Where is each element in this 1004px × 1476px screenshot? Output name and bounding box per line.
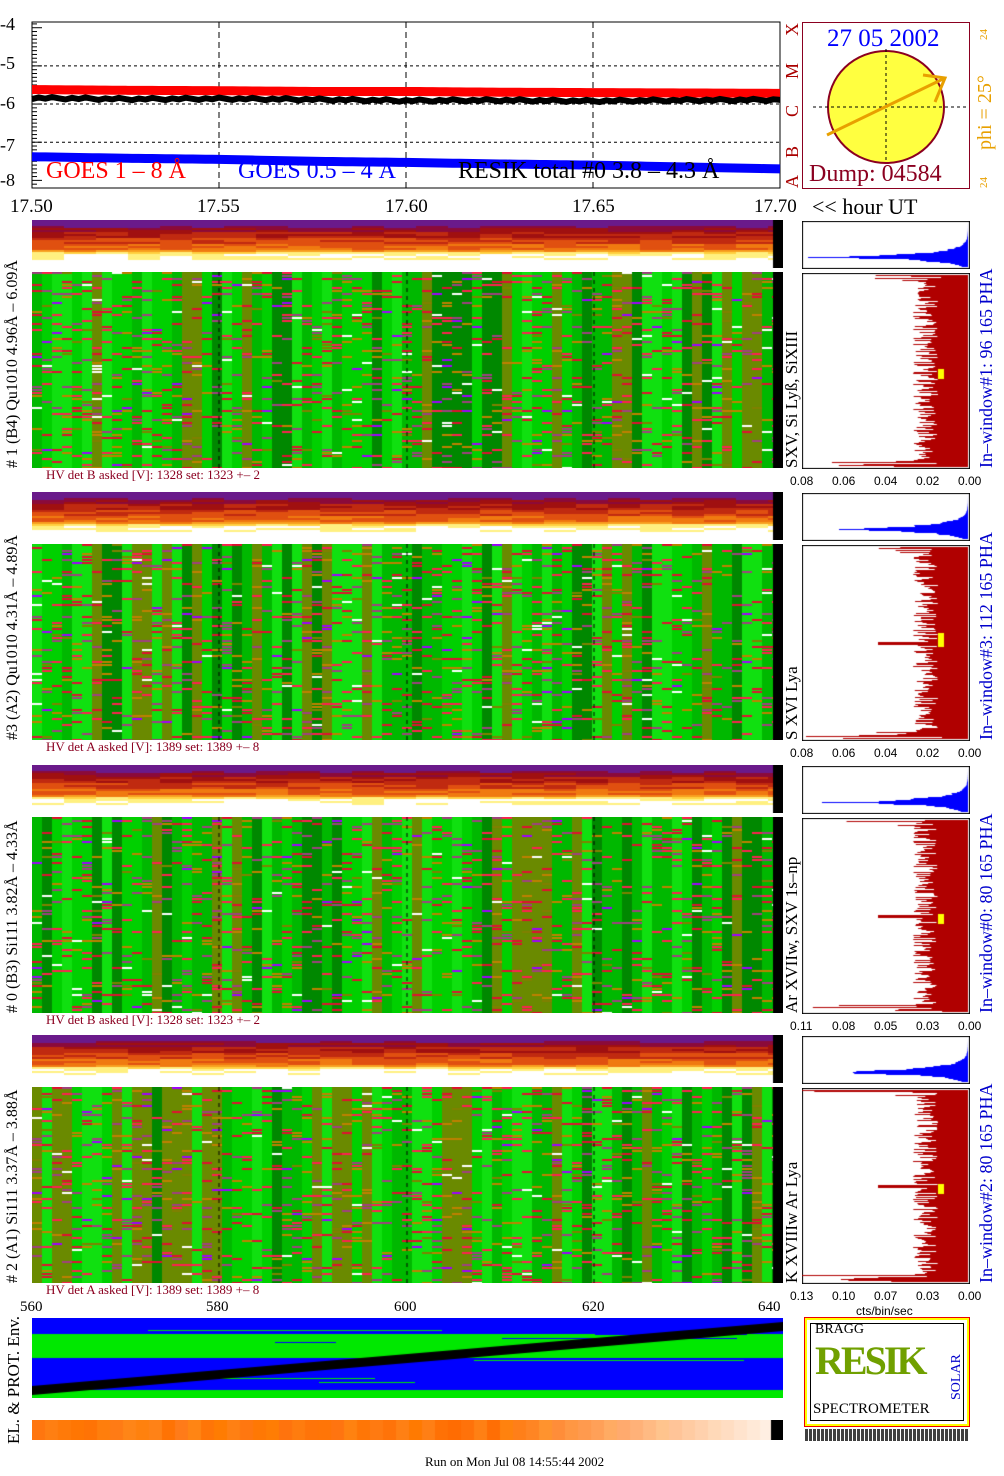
series-line-1 [31,85,781,98]
x-tick: 17.65 [572,196,615,217]
detector-label: # 2 (A1) Si111 3.37Å – 3.88Å [4,1089,21,1283]
hv-status: HV det A asked [V]: 1389 set: 1389 +– 8 [46,739,260,754]
in-window-label: In–window#0: 80 165 PHA [976,813,996,1013]
pha-tick: 0.02 [916,474,940,488]
pha-small-histogram [802,221,970,269]
pha-tick: 0.08 [832,1019,856,1033]
x-axis-unit: << hour UT [812,194,918,219]
goes-lightcurve-plot [31,21,781,189]
class-letter-x: X [782,23,802,36]
detector-label: #3 (A2) Qu1010 4.31Å – 4.89Å [4,535,21,740]
bin-tick: 640 [758,1299,781,1315]
pha-tick: 0.05 [874,1019,898,1033]
spectrum-strip [32,220,783,268]
spectral-lines-label: SXV, Si Lyß, SiXIII [782,330,801,468]
bin-tick: 560 [20,1299,43,1315]
x-tick: 17.70 [754,196,797,217]
in-window-label: In–window#3: 112 165 PHA [976,532,996,740]
pha-tick: 0.07 [874,1289,898,1303]
x-tick: 17.50 [10,196,53,217]
bin-tick: 600 [394,1299,417,1315]
pha-tick: 0.00 [958,474,982,488]
y-tick: -5 [0,53,15,73]
y-tick: -8 [0,170,15,190]
spectrum-heatmap [32,817,783,1013]
run-timestamp: Run on Mon Jul 08 14:55:44 2002 [425,1454,605,1469]
spectral-lines-label: K XVIIIw Ar Lya [782,1161,801,1283]
spectrum-heatmap [32,1087,783,1283]
hv-status: HV det A asked [V]: 1389 set: 1389 +– 8 [46,1282,260,1297]
phi-angle: phi = 25° [974,75,996,150]
pha-small-histogram [802,493,970,541]
env-label: EL. & PROT. Env. [4,1316,23,1444]
spectrum-strip [32,765,783,813]
legend-goes-long: GOES 1 – 8 Å [46,158,187,184]
phi-tick: 24 [978,177,990,188]
pha-histogram [802,818,970,1014]
spectrum-heatmap [32,544,783,740]
pha-tick: 0.00 [958,1019,982,1033]
pha-small-histogram [802,1036,970,1084]
y-tick: -7 [0,135,15,155]
pha-tick: 0.02 [916,746,940,760]
particle-environment-plot [32,1318,783,1398]
spectral-lines-label: S XVI Lya [782,666,801,740]
pha-tick: 0.00 [958,1289,982,1303]
logo-fine-print [805,1429,968,1441]
dump-number: Dump: 04584 [809,161,942,187]
spectrum-strip [32,492,783,540]
pha-tick: 0.03 [916,1289,940,1303]
pha-unit: cts/bin/sec [856,1304,913,1318]
pha-tick: 0.11 [790,1019,813,1033]
pha-small-histogram [802,766,970,814]
spectral-lines-label: Ar XVIIw, SXV 1s–np [782,856,801,1013]
y-tick: -4 [0,14,15,34]
pha-tick: 0.10 [832,1289,856,1303]
pha-tick: 0.08 [790,746,814,760]
x-tick: 17.55 [197,196,240,217]
x-tick: 17.60 [385,196,428,217]
logo-bragg: BRAGG [815,1322,865,1337]
y-tick: -6 [0,93,15,113]
pha-tick: 0.06 [832,746,856,760]
in-window-label: In–window#2: 80 165 PHA [976,1083,996,1283]
class-letter-a: A [782,175,802,188]
pha-tick: 0.13 [790,1289,814,1303]
pha-tick: 0.04 [874,474,898,488]
sun-position-box: 27 05 2002 Dump: 04584 [802,22,970,189]
sun-disk-icon [813,49,969,164]
logo-spectrometer: SPECTROMETER [813,1401,930,1417]
logo-solar: SOLAR [949,1354,964,1400]
hv-status: HV det B asked [V]: 1328 set: 1323 +– 2 [46,467,260,482]
legend-goes-short: GOES 0.5 – 4 Å [238,158,397,184]
bin-tick: 580 [206,1299,229,1315]
pha-histogram [802,545,970,741]
orange-intensity-strip [32,1420,783,1440]
hv-status: HV det B asked [V]: 1328 set: 1323 +– 2 [46,1012,260,1027]
detector-label: # 1 (B4) Qu1010 4.96Å – 6.09Å [4,260,21,468]
phi-tick: 24 [978,29,990,40]
spectrum-heatmap [32,272,783,468]
pha-histogram [802,1088,970,1284]
spectrum-strip [32,1035,783,1083]
pha-tick: 0.00 [958,746,982,760]
pha-tick: 0.06 [832,474,856,488]
class-letter-m: M [782,62,802,79]
logo-resik: RESIK [815,1338,927,1383]
resik-logo: BRAGG RESIK SOLAR SPECTROMETER [804,1317,970,1427]
class-letter-b: B [782,145,802,158]
pha-histogram [802,273,970,469]
series-line-3 [31,93,781,106]
observation-date: 27 05 2002 [827,25,940,52]
legend-resik: RESIK total #0 3.8 – 4.3 Å [458,158,720,184]
class-letter-c: C [782,104,802,117]
in-window-label: In–window#1: 96 165 PHA [976,268,996,468]
bin-tick: 620 [582,1299,605,1315]
detector-label: # 0 (B3) Si111 3.82Å – 4.33Å [4,820,21,1013]
pha-tick: 0.03 [916,1019,940,1033]
series-line-2 [31,152,781,174]
pha-tick: 0.08 [790,474,814,488]
pha-tick: 0.04 [874,746,898,760]
